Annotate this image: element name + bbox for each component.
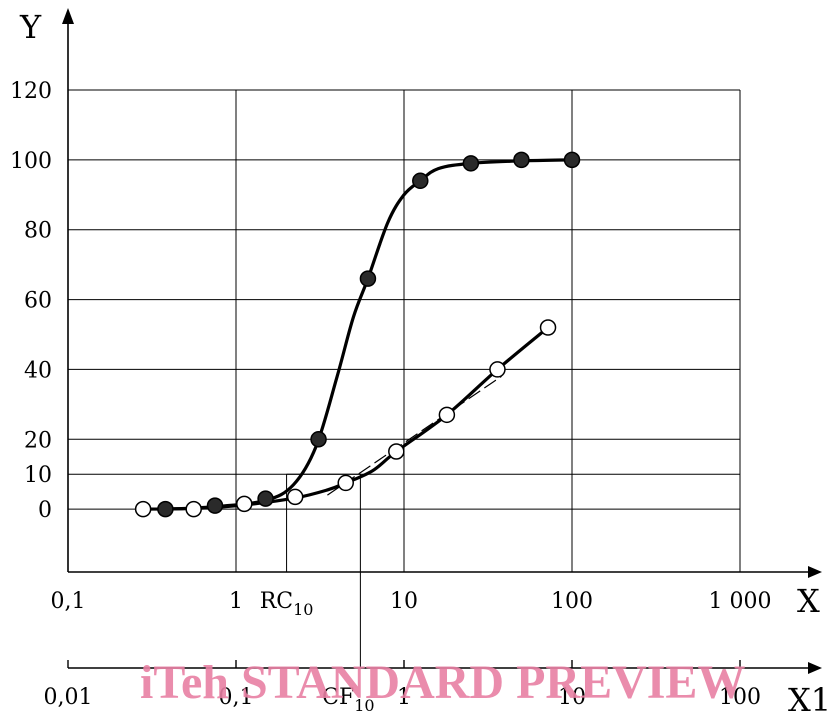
series-2-point: [185, 500, 202, 518]
series-1-point: [462, 155, 480, 172]
annotations: RC10 CF10: [260, 473, 375, 715]
series-2-point: [438, 406, 456, 424]
x2-tick-label: 1: [397, 685, 411, 710]
series-1-point: [412, 172, 429, 190]
x-tick-label: 1: [229, 589, 243, 614]
series-2-point: [489, 361, 506, 378]
watermark: iTeh STANDARD PREVIEW: [140, 656, 745, 709]
y-tick-label: 20: [24, 428, 52, 453]
y-tick-label: 10: [24, 463, 52, 488]
y-tick-label: 0: [38, 498, 52, 523]
y-axis-title: Y: [19, 8, 42, 46]
x-tick-label: 0,1: [51, 589, 86, 614]
rc10-label: RC10: [260, 589, 314, 619]
x2-axis-title: X1: [788, 681, 830, 716]
tangent-line: [327, 375, 502, 496]
markers: [134, 151, 581, 518]
x2-tick-label: 10: [558, 685, 586, 710]
series-1-point: [310, 431, 327, 448]
series-2-point: [236, 495, 253, 513]
x2-tick-label: 0,1: [219, 685, 254, 710]
grid: [68, 89, 741, 572]
series-2-point: [539, 319, 557, 336]
curves: [143, 158, 573, 511]
x-tick-label: 1 000: [709, 589, 772, 614]
axes: [62, 8, 822, 674]
x2-tick-label: 0,01: [44, 685, 93, 710]
series-1-point: [206, 497, 224, 514]
series-1-point: [513, 151, 530, 169]
series-1-point: [359, 270, 377, 287]
series-2-point: [388, 443, 405, 460]
cf10-label: CF10: [322, 685, 374, 715]
y-tick-label: 120: [10, 79, 52, 104]
series-2-point: [337, 474, 354, 492]
series-1-curve: [165, 158, 573, 511]
series-1-point: [257, 490, 274, 507]
x2-tick-label: 100: [719, 685, 761, 710]
x2-axis-arrow: [808, 662, 822, 674]
series-2-point: [286, 488, 304, 506]
series-2-point: [134, 500, 152, 518]
y-tick-label: 40: [24, 358, 52, 383]
x-tick-label: 100: [551, 589, 593, 614]
x-axis-title: X: [797, 582, 820, 620]
tick-labels: 0 10 20 40 60 80 100 120 0,1 1 10 100 1 000 0,01 0,1 1 1…: [10, 79, 771, 710]
x-axis-arrow: [808, 566, 822, 578]
series-1-point: [157, 500, 174, 518]
y-tick-label: 80: [24, 219, 52, 244]
y-tick-label: 60: [24, 289, 52, 314]
x-tick-label: 10: [390, 589, 418, 614]
series-1-point: [563, 151, 581, 169]
y-tick-label: 100: [10, 149, 52, 174]
y-axis-arrow: [62, 8, 74, 24]
